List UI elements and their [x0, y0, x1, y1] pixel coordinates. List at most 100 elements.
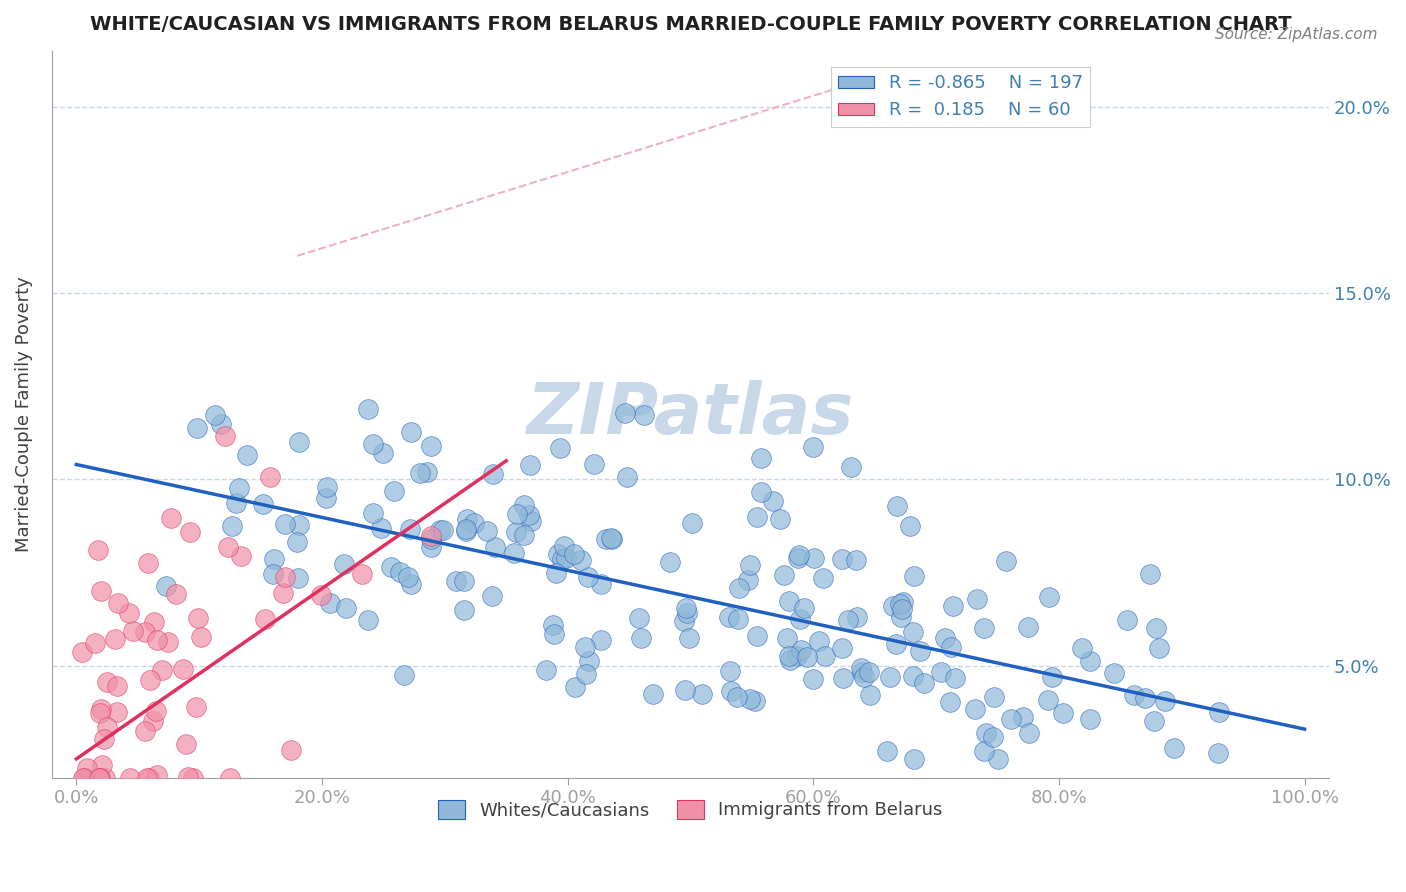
- Point: [745, 509, 768, 524]
- Point: [419, 532, 441, 546]
- Point: [789, 612, 811, 626]
- Point: [591, 577, 613, 591]
- Point: [1038, 590, 1060, 604]
- Legend: Whites/Caucasians, Immigrants from Belarus: Whites/Caucasians, Immigrants from Belar…: [430, 793, 950, 827]
- Point: [228, 481, 250, 495]
- Point: [104, 632, 127, 646]
- Point: [84, 636, 107, 650]
- Point: [72, 771, 94, 785]
- Point: [70, 645, 93, 659]
- Point: [316, 480, 339, 494]
- Point: [547, 547, 569, 561]
- Point: [134, 723, 156, 738]
- Point: [463, 516, 485, 530]
- Point: [548, 442, 571, 456]
- Point: [1071, 641, 1094, 656]
- Point: [882, 599, 904, 613]
- Point: [1163, 741, 1185, 756]
- Point: [89, 583, 111, 598]
- Point: [578, 654, 600, 668]
- Point: [859, 689, 882, 703]
- Y-axis label: Married-Couple Family Poverty: Married-Couple Family Poverty: [15, 277, 32, 552]
- Point: [274, 570, 297, 584]
- Point: [214, 429, 236, 443]
- Point: [145, 704, 167, 718]
- Point: [1017, 620, 1039, 634]
- Point: [446, 574, 468, 589]
- Point: [553, 539, 575, 553]
- Point: [725, 690, 748, 704]
- Point: [335, 601, 357, 615]
- Point: [938, 695, 960, 709]
- Point: [89, 706, 111, 720]
- Point: [849, 661, 872, 675]
- Point: [139, 673, 162, 687]
- Point: [1147, 640, 1170, 655]
- Point: [146, 768, 169, 782]
- Point: [772, 568, 794, 582]
- Point: [90, 701, 112, 715]
- Point: [1154, 694, 1177, 708]
- Point: [943, 671, 966, 685]
- Point: [399, 577, 422, 591]
- Point: [361, 437, 384, 451]
- Point: [105, 679, 128, 693]
- Point: [136, 556, 159, 570]
- Point: [839, 459, 862, 474]
- Point: [628, 611, 651, 625]
- Point: [1011, 710, 1033, 724]
- Point: [803, 550, 825, 565]
- Point: [502, 546, 524, 560]
- Point: [1144, 621, 1167, 635]
- Point: [1139, 567, 1161, 582]
- Point: [981, 731, 1004, 745]
- Point: [901, 625, 924, 640]
- Point: [262, 567, 284, 582]
- Point: [217, 541, 239, 555]
- Point: [744, 694, 766, 708]
- Point: [966, 591, 988, 606]
- Point: [994, 554, 1017, 568]
- Point: [122, 624, 145, 638]
- Point: [543, 627, 565, 641]
- Point: [630, 631, 652, 645]
- Point: [675, 606, 697, 620]
- Point: [845, 610, 868, 624]
- Point: [252, 496, 274, 510]
- Point: [363, 507, 385, 521]
- Point: [793, 601, 815, 615]
- Point: [564, 680, 586, 694]
- Point: [690, 687, 713, 701]
- Point: [150, 663, 173, 677]
- Point: [456, 522, 478, 536]
- Point: [146, 632, 169, 647]
- Point: [456, 524, 478, 538]
- Point: [751, 450, 773, 465]
- Point: [678, 631, 700, 645]
- Point: [1000, 713, 1022, 727]
- Point: [595, 532, 617, 546]
- Point: [720, 684, 742, 698]
- Point: [582, 457, 605, 471]
- Point: [534, 663, 557, 677]
- Point: [259, 470, 281, 484]
- Point: [831, 672, 853, 686]
- Point: [787, 548, 810, 562]
- Point: [600, 533, 623, 547]
- Point: [89, 771, 111, 785]
- Point: [519, 508, 541, 522]
- Point: [1102, 666, 1125, 681]
- Point: [73, 771, 96, 785]
- Point: [357, 613, 380, 627]
- Point: [890, 609, 912, 624]
- Point: [574, 640, 596, 654]
- Point: [569, 553, 592, 567]
- Point: [801, 672, 824, 686]
- Point: [614, 406, 637, 420]
- Point: [1052, 706, 1074, 720]
- Point: [941, 640, 963, 654]
- Point: [1143, 714, 1166, 728]
- Point: [254, 612, 277, 626]
- Point: [172, 662, 194, 676]
- Point: [831, 552, 853, 566]
